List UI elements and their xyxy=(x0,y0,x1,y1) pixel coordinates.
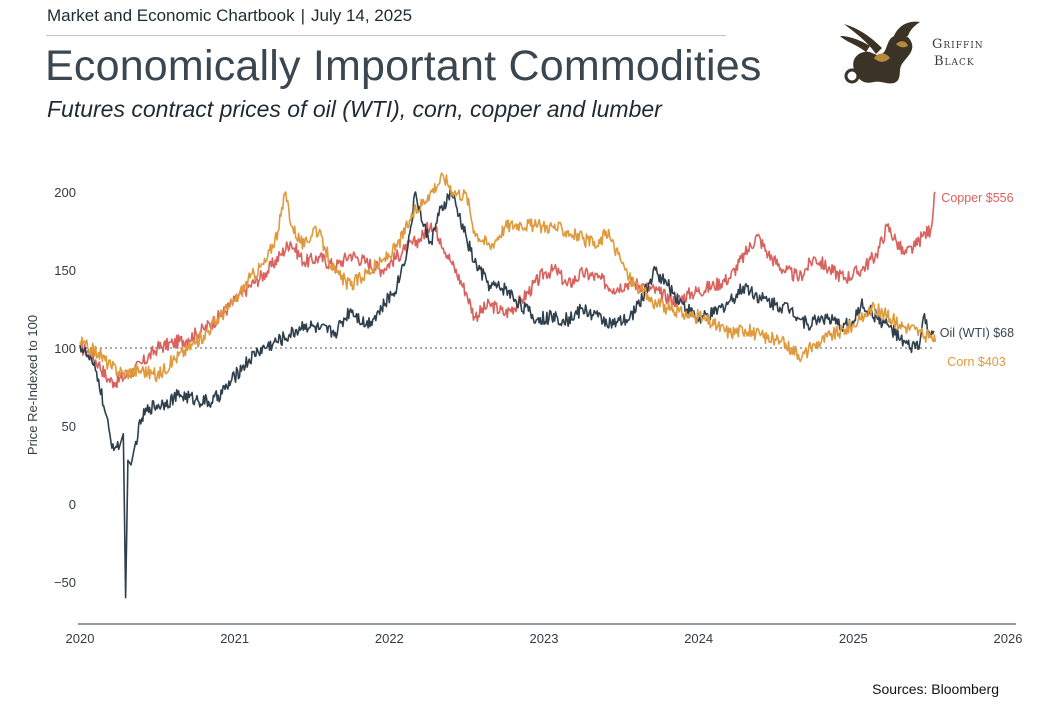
x-tick-label: 2024 xyxy=(684,631,713,646)
y-axis-label: Price Re-Indexed to 100 xyxy=(25,315,40,455)
x-tick-labels: 2020 2021 2022 2023 2024 2025 2026 xyxy=(66,631,1023,646)
series-line-oil-wti xyxy=(79,188,935,599)
series-end-labels: Copper $556 Oil (WTI) $68 Corn $403 xyxy=(940,191,1014,369)
logo-line-1: Griffin xyxy=(932,37,984,52)
y-tick-label: 150 xyxy=(54,263,76,278)
series-group xyxy=(79,172,937,599)
y-tick-label: 0 xyxy=(69,497,76,512)
chartbook-header: Market and Economic Chartbook | July 14, 2… xyxy=(47,6,412,26)
x-tick-label: 2020 xyxy=(66,631,95,646)
series-line-corn xyxy=(79,172,937,383)
y-tick-label: 100 xyxy=(54,341,76,356)
x-tick-label: 2023 xyxy=(530,631,559,646)
chartbook-date: July 14, 2025 xyxy=(310,6,413,25)
y-tick-label: 50 xyxy=(62,419,76,434)
x-tick-label: 2022 xyxy=(375,631,404,646)
series-end-label: Oil (WTI) $68 xyxy=(940,326,1014,340)
page-subtitle: Futures contract prices of oil (WTI), co… xyxy=(47,96,662,122)
logo-wordmark: Griffin Black xyxy=(932,36,984,70)
logo-line-2: Black xyxy=(934,54,975,69)
x-tick-label: 2021 xyxy=(220,631,249,646)
y-tick-label: −50 xyxy=(54,575,76,590)
header-divider xyxy=(46,35,726,36)
sources-note: Sources: Bloomberg xyxy=(872,681,999,697)
y-tick-label: 200 xyxy=(54,185,76,200)
x-tick-label: 2026 xyxy=(994,631,1023,646)
griffin-icon xyxy=(840,21,920,84)
page-title: Economically Important Commodities xyxy=(45,42,762,90)
chartbook-name: Market and Economic Chartbook xyxy=(47,6,295,25)
series-end-label: Corn $403 xyxy=(947,355,1005,369)
x-tick-label: 2025 xyxy=(839,631,868,646)
series-end-label: Copper $556 xyxy=(941,191,1013,205)
y-tick-labels: 200 150 100 50 0 −50 xyxy=(54,185,76,590)
header-separator: | xyxy=(300,6,305,25)
